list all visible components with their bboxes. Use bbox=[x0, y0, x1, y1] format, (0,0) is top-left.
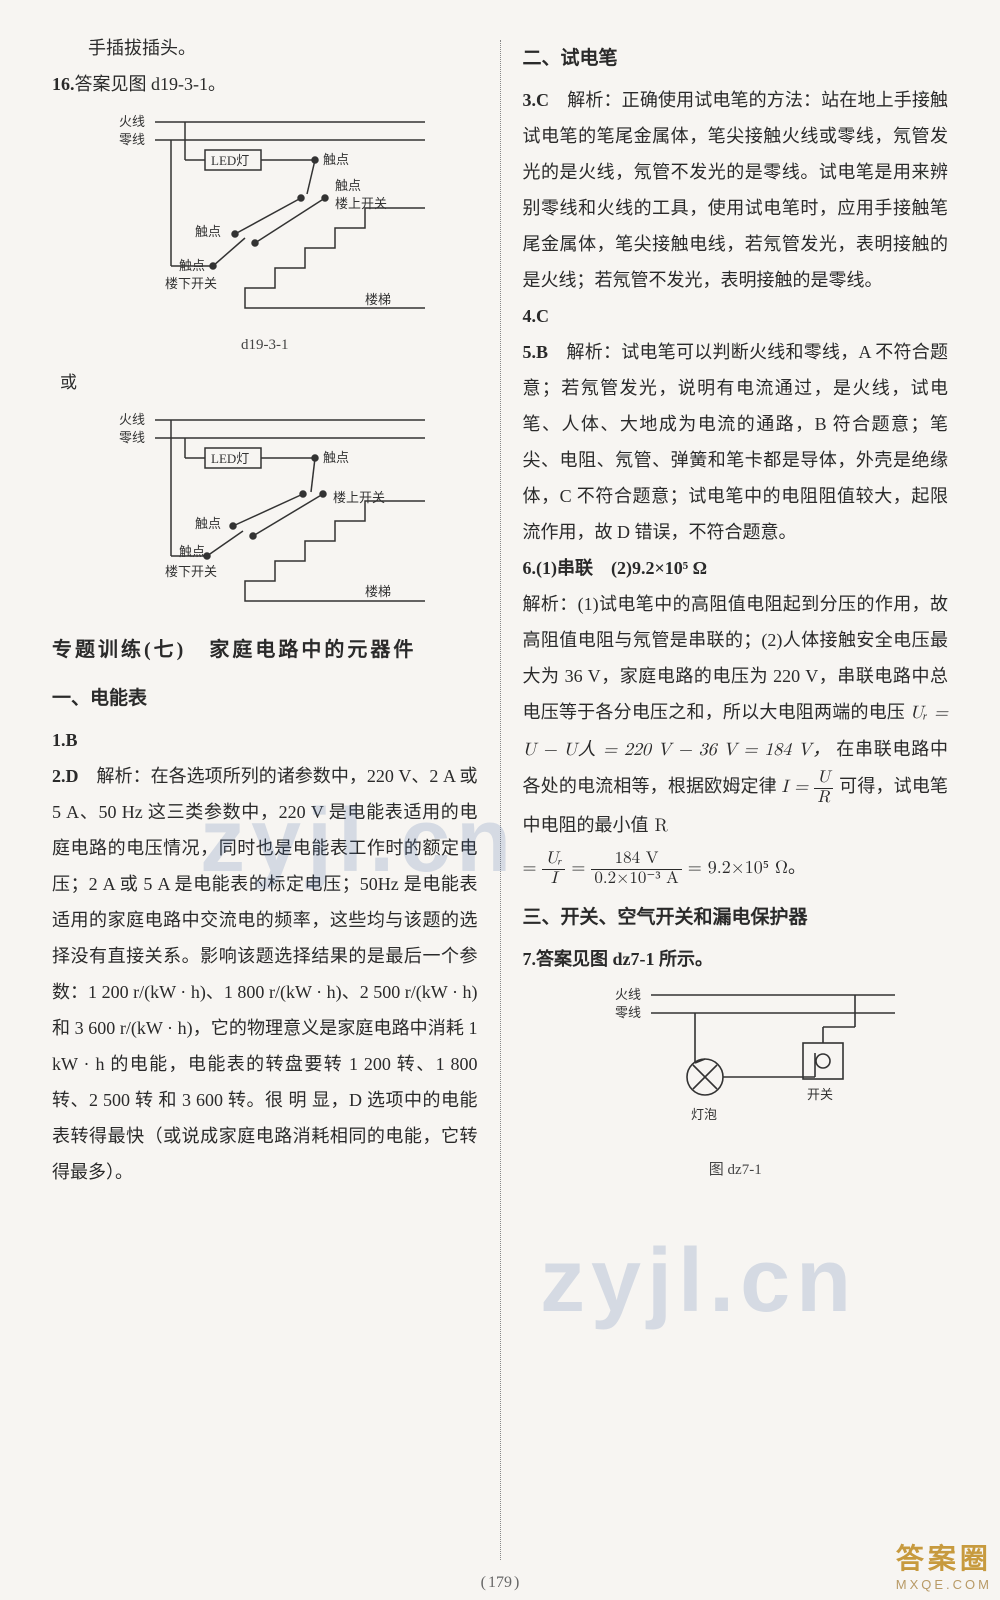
a2-body: 解析：在各选项所列的诸参数中，220 V、2 A 或 5 A、50 Hz 这三类… bbox=[52, 766, 478, 1182]
svg-text:触点: 触点 bbox=[195, 516, 221, 531]
ans-2: 2.D 解析：在各选项所列的诸参数中，220 V、2 A 或 5 A、50 Hz… bbox=[52, 758, 478, 1190]
frac-UR-I: UᵣI bbox=[542, 850, 565, 888]
a2-label: 2.D bbox=[52, 766, 79, 786]
svg-text:楼上开关: 楼上开关 bbox=[333, 490, 385, 505]
a3-label: 3.C bbox=[523, 90, 550, 110]
a5-body: 解析：试电笔可以判断火线和零线，A 不符合题意；若氖管发光，说明有电流通过，是火… bbox=[523, 342, 949, 542]
svg-text:LED灯: LED灯 bbox=[211, 153, 249, 168]
page-number: 179 bbox=[481, 1574, 520, 1592]
ans-6-body: 解析：(1)试电笔中的高阻值电阻起到分压的作用，故高阻值电阻与氖管是串联的；(2… bbox=[523, 586, 949, 844]
svg-text:触点: 触点 bbox=[195, 224, 221, 239]
a1-label: 1.B bbox=[52, 730, 78, 750]
p-hand-unplug: 手插拔插头。 bbox=[52, 30, 478, 66]
left-column: 手插拔插头。 16.答案见图 d19-3-1。 火线 零线 LED灯 触点 bbox=[40, 30, 500, 1570]
ans-3: 3.C 解析：正确使用试电笔的方法：站在地上手接触试电笔的笔尾金属体，笔尖接触火… bbox=[523, 82, 949, 298]
svg-text:LED灯: LED灯 bbox=[211, 451, 249, 466]
eq3-t1: = bbox=[523, 859, 543, 877]
ans-6-head: 6.(1)串联 (2)9.2×10⁵ Ω bbox=[523, 550, 949, 586]
diagram-dz7-1: 火线 零线 灯泡 开关 bbox=[555, 983, 915, 1153]
a3-body: 解析：正确使用试电笔的方法：站在地上手接触试电笔的笔尾金属体，笔尖接触火线或零线… bbox=[523, 90, 949, 290]
svg-text:触点: 触点 bbox=[335, 178, 361, 193]
ans-5: 5.B 解析：试电笔可以判断火线和零线，A 不符合题意；若氖管发光，说明有电流通… bbox=[523, 334, 949, 550]
num-184: 184 V bbox=[591, 850, 681, 870]
svg-text:触点: 触点 bbox=[323, 152, 349, 167]
eq-line-3: = UᵣI = 184 V0.2×10⁻³ A = 9.2×10⁵ Ω。 bbox=[523, 850, 949, 888]
svg-text:楼下开关: 楼下开关 bbox=[165, 276, 217, 291]
ans-7: 7.答案见图 dz7-1 所示。 bbox=[523, 941, 949, 977]
or-label: 或 bbox=[60, 366, 478, 400]
svg-text:开关: 开关 bbox=[807, 1087, 833, 1102]
page-container: 手插拔插头。 16.答案见图 d19-3-1。 火线 零线 LED灯 触点 bbox=[40, 30, 960, 1570]
den-I: I bbox=[542, 870, 565, 889]
corner-badge: 答案圈 MXQE.COM bbox=[896, 1537, 992, 1592]
diagram-d19-3-1a: 火线 零线 LED灯 触点 触点 楼上开关 bbox=[95, 108, 435, 328]
svg-text:零线: 零线 bbox=[119, 132, 145, 147]
diagram3-caption: 图 dz7-1 bbox=[523, 1155, 949, 1185]
diagram-d19-3-1b: 火线 零线 LED灯 触点 楼上开关 触点 bbox=[95, 406, 435, 616]
subtitle-3: 三、开关、空气开关和漏电保护器 bbox=[523, 899, 949, 937]
num-U: U bbox=[814, 769, 833, 789]
svg-text:灯泡: 灯泡 bbox=[691, 1107, 717, 1122]
badge-line2: MXQE.COM bbox=[896, 1577, 992, 1592]
svg-text:触点: 触点 bbox=[323, 450, 349, 465]
den-02A: 0.2×10⁻³ A bbox=[591, 870, 681, 889]
svg-text:零线: 零线 bbox=[615, 1005, 641, 1020]
q16: 16.答案见图 d19-3-1。 bbox=[52, 66, 478, 102]
a6-part1: 解析：(1)试电笔中的高阻值电阻起到分压的作用，故高阻值电阻与氖管是串联的；(2… bbox=[523, 594, 949, 722]
eq-I: I = bbox=[781, 778, 814, 796]
q16-text: 答案见图 d19-3-1。 bbox=[75, 74, 227, 94]
svg-text:零线: 零线 bbox=[119, 430, 145, 445]
num-UR: Uᵣ bbox=[542, 850, 565, 870]
svg-text:火线: 火线 bbox=[119, 114, 145, 129]
eq3-t2: = bbox=[571, 859, 591, 877]
a4-label: 4.C bbox=[523, 306, 550, 326]
a6-head: 6.(1)串联 (2)9.2×10⁵ Ω bbox=[523, 558, 708, 578]
ans-4: 4.C bbox=[523, 298, 949, 334]
svg-text:楼下开关: 楼下开关 bbox=[165, 564, 217, 579]
svg-text:楼梯: 楼梯 bbox=[365, 584, 391, 599]
svg-text:火线: 火线 bbox=[615, 987, 641, 1002]
section-title-7: 专题训练(七) 家庭电路中的元器件 bbox=[52, 630, 478, 670]
svg-text:火线: 火线 bbox=[119, 412, 145, 427]
a7-label: 7.答案见图 dz7-1 所示。 bbox=[523, 949, 714, 969]
frac-184: 184 V0.2×10⁻³ A bbox=[591, 850, 681, 888]
ans-1: 1.B bbox=[52, 722, 478, 758]
diagram1-caption: d19-3-1 bbox=[52, 330, 478, 360]
a5-label: 5.B bbox=[523, 342, 549, 362]
badge-line1: 答案圈 bbox=[896, 1537, 992, 1577]
svg-text:楼梯: 楼梯 bbox=[365, 292, 391, 307]
den-R: R bbox=[814, 789, 833, 808]
frac-UR: UR bbox=[814, 769, 833, 807]
q16-label: 16. bbox=[52, 74, 75, 94]
right-column: 二、试电笔 3.C 解析：正确使用试电笔的方法：站在地上手接触试电笔的笔尾金属体… bbox=[501, 30, 961, 1570]
subtitle-1: 一、电能表 bbox=[52, 680, 478, 718]
eq3-t3: = 9.2×10⁵ Ω。 bbox=[688, 859, 806, 877]
subtitle-2: 二、试电笔 bbox=[523, 40, 949, 78]
